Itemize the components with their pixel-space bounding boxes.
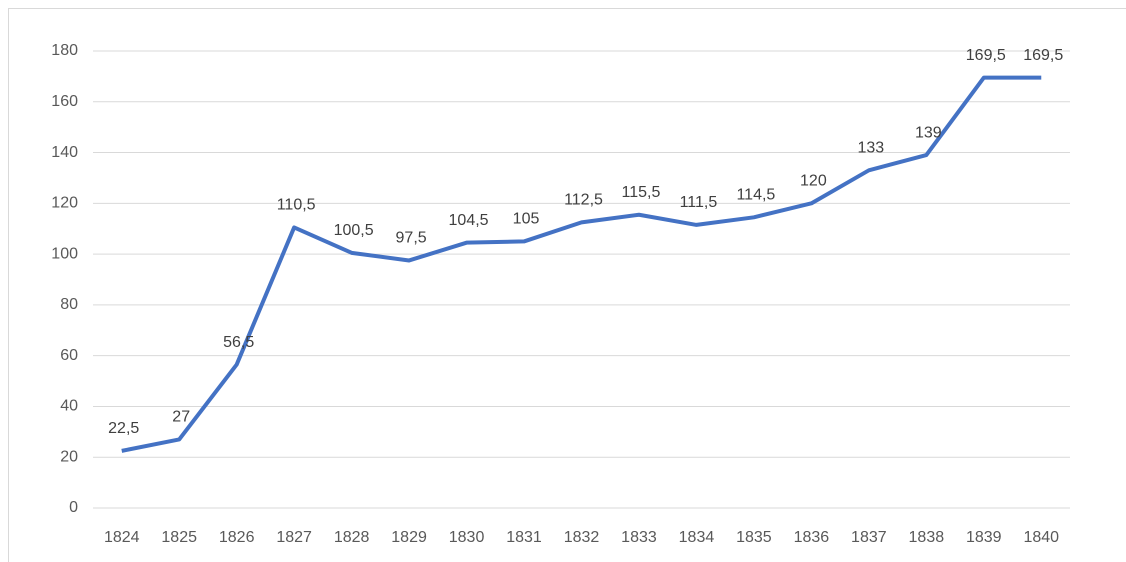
data-label: 114,5 bbox=[736, 187, 775, 204]
data-label: 27 bbox=[172, 409, 190, 426]
x-tick-label: 1828 bbox=[334, 529, 370, 546]
x-tick-label: 1826 bbox=[219, 529, 255, 546]
data-label: 111,5 bbox=[680, 194, 718, 211]
x-tick-label: 1831 bbox=[506, 529, 542, 546]
data-label: 110,5 bbox=[277, 197, 316, 214]
data-label: 139 bbox=[915, 124, 942, 141]
data-label: 56,5 bbox=[223, 334, 254, 351]
x-tick-label: 1832 bbox=[564, 529, 600, 546]
data-label: 100,5 bbox=[334, 222, 374, 239]
x-tick-label: 1840 bbox=[1023, 529, 1059, 546]
y-tick-label: 160 bbox=[51, 93, 78, 110]
y-tick-label: 0 bbox=[69, 499, 78, 516]
x-tick-label: 1838 bbox=[909, 529, 945, 546]
x-tick-label: 1837 bbox=[851, 529, 887, 546]
data-label: 115,5 bbox=[622, 184, 661, 201]
y-tick-label: 100 bbox=[51, 245, 78, 262]
x-tick-label: 1834 bbox=[679, 529, 715, 546]
data-label: 97,5 bbox=[396, 230, 427, 247]
x-tick-label: 1825 bbox=[161, 529, 197, 546]
y-tick-label: 140 bbox=[51, 144, 78, 161]
x-tick-label: 1829 bbox=[391, 529, 427, 546]
x-tick-label: 1830 bbox=[449, 529, 485, 546]
y-tick-label: 80 bbox=[60, 296, 78, 313]
x-tick-label: 1824 bbox=[104, 529, 140, 546]
y-tick-label: 20 bbox=[60, 448, 78, 465]
data-label: 169,5 bbox=[966, 47, 1006, 64]
x-tick-label: 1835 bbox=[736, 529, 772, 546]
data-label: 22,5 bbox=[108, 420, 139, 437]
y-tick-label: 40 bbox=[60, 398, 78, 415]
data-line bbox=[121, 75, 1042, 453]
x-tick-label: 1827 bbox=[276, 529, 312, 546]
data-label: 104,5 bbox=[449, 212, 489, 229]
x-tick-label: 1839 bbox=[966, 529, 1002, 546]
data-label: 133 bbox=[858, 140, 885, 157]
chart-border bbox=[8, 8, 1126, 562]
data-label: 120 bbox=[800, 173, 827, 190]
data-label: 105 bbox=[513, 211, 540, 228]
y-tick-label: 180 bbox=[51, 42, 78, 59]
data-label: 112,5 bbox=[564, 192, 603, 209]
y-tick-label: 120 bbox=[51, 195, 78, 212]
y-tick-label: 60 bbox=[60, 347, 78, 364]
data-label: 169,5 bbox=[1023, 47, 1063, 64]
x-tick-label: 1836 bbox=[794, 529, 830, 546]
x-tick-label: 1833 bbox=[621, 529, 657, 546]
